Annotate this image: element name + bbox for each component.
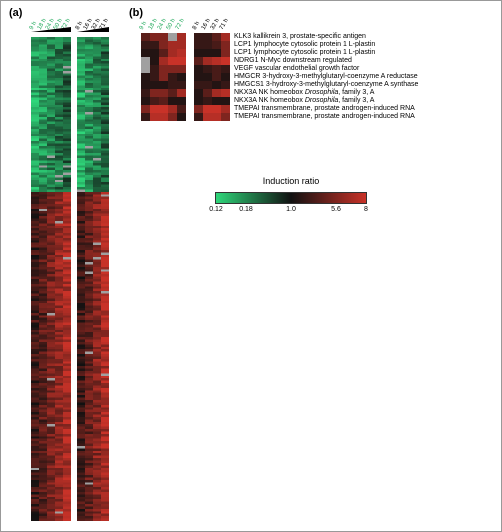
legend-title: Induction ratio <box>201 176 381 186</box>
panel-a-label: (a) <box>9 7 22 19</box>
gene-label: NKX3A NK homeobox Drosophila, family 3, … <box>234 97 418 105</box>
gene-label: HMGCR 3-hydroxy-3-methylglutaryl-coenzym… <box>234 73 418 81</box>
legend-tick: 8 <box>364 206 368 213</box>
legend: Induction ratio 0.12 0.18 1.0 5.6 8 <box>201 176 381 218</box>
gene-label: NKX3A NK homeobox Drosophila, family 3, … <box>234 89 418 97</box>
legend-tick: 1.0 <box>286 206 296 213</box>
panel-a: 9 h18 h24 h50 h72 h8 h16 h32 h71 h <box>31 31 109 521</box>
gene-label: HMGCS1 3-hydroxy-3-methylglutaryl-coenzy… <box>234 81 418 89</box>
figure-frame: (a) (b) 9 h18 h24 h50 h72 h8 h16 h32 h71… <box>0 0 502 532</box>
timecourse-wedge-icon <box>77 27 109 32</box>
legend-tick: 0.12 <box>209 206 223 213</box>
legend-colorbar <box>215 192 367 204</box>
gene-label: LCP1 lymphocyte cytosolic protein 1 L-pl… <box>234 41 418 49</box>
column-label: 8 h <box>191 21 200 31</box>
gene-label: KLK3 kallikrein 3, prostate-specific ant… <box>234 33 418 41</box>
column-label: 9 h <box>138 21 147 31</box>
panel-b-column-labels: 9 h18 h24 h50 h72 h8 h16 h32 h71 h <box>141 13 230 31</box>
gene-label: NDRG1 N-Myc downstream regulated <box>234 57 418 65</box>
panel-b: 9 h18 h24 h50 h72 h8 h16 h32 h71 h KLK3 … <box>141 31 481 151</box>
gene-label: TMEPAI transmembrane, prostate androgen-… <box>234 105 418 113</box>
legend-tick: 5.6 <box>331 206 341 213</box>
legend-tick: 0.18 <box>239 206 253 213</box>
panel-b-heatmap <box>141 33 230 121</box>
panel-a-group-gap <box>71 31 77 521</box>
panel-a-triangles <box>31 27 109 33</box>
column-label: 16 h <box>200 18 211 31</box>
timecourse-wedge-icon <box>31 27 71 32</box>
panel-b-gene-labels: KLK3 kallikrein 3, prostate-specific ant… <box>234 33 418 121</box>
legend-ticks: 0.120.181.05.68 <box>216 206 366 218</box>
gene-label: VEGF vascular endothelial growth factor <box>234 65 418 73</box>
gene-label: TMEPAI transmembrane, prostate androgen-… <box>234 113 418 121</box>
gene-label: LCP1 lymphocyte cytosolic protein 1 L-pl… <box>234 49 418 57</box>
column-label: 18 h <box>147 18 158 31</box>
panel-a-heatmap <box>31 37 109 521</box>
